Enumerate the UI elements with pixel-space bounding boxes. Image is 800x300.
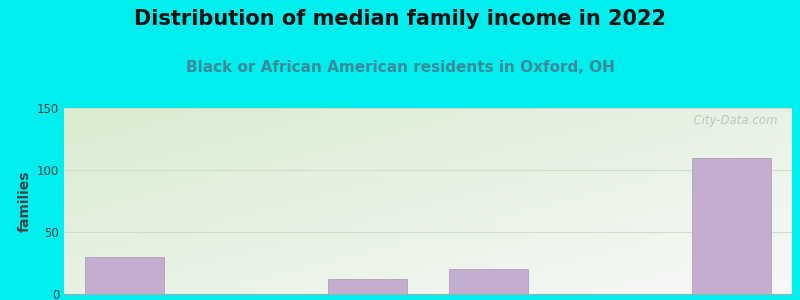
Y-axis label: families: families	[18, 170, 31, 232]
Text: Distribution of median family income in 2022: Distribution of median family income in …	[134, 9, 666, 29]
Bar	[86, 257, 164, 294]
Bar	[328, 279, 406, 294]
Bar	[450, 269, 528, 294]
Text: Black or African American residents in Oxford, OH: Black or African American residents in O…	[186, 60, 614, 75]
Text: City-Data.com: City-Data.com	[686, 114, 778, 127]
Bar	[692, 158, 770, 294]
